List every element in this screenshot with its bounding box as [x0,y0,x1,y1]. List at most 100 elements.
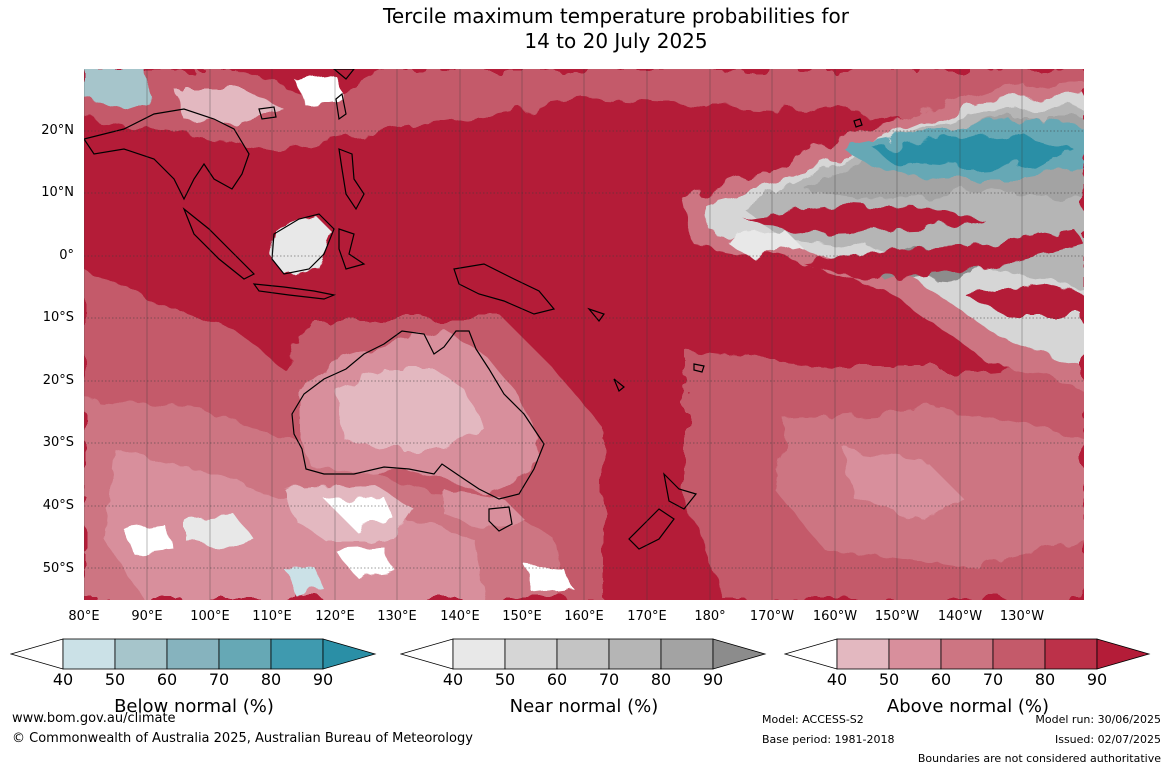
title-line-1: Tercile maximum temperature probabilitie… [383,4,849,28]
above-tick: 80 [1034,670,1056,689]
below-normal-colorbar [10,638,377,670]
lat-label-0: 0° [59,248,74,263]
pacific-red-streaks [744,204,1084,314]
map-title: Tercile maximum temperature probabilitie… [0,4,1173,54]
title-line-2: 14 to 20 July 2025 [524,29,708,53]
lat-label-40s: 40°S [42,498,74,513]
below-colorbar-min-arrow [10,638,64,670]
se-asia-coast [84,108,250,201]
map-svg [84,69,1084,600]
above-tick: 40 [826,670,848,689]
below-colorbar-segment [270,638,324,670]
near-tick: 60 [546,670,568,689]
above-normal-colorbar [784,638,1151,670]
near-tick: 80 [650,670,672,689]
below-tick: 70 [208,670,230,689]
above-tick: 70 [982,670,1004,689]
lat-label-10s: 10°S [42,310,74,325]
near-colorbar-segment [660,638,714,670]
ryukyu-coast [333,69,355,80]
base-period-text: Base period: 1981-2018 [762,733,895,746]
lon-label-120e: 120°E [315,609,355,624]
hawaii-coast [853,118,863,128]
above-colorbar-segment [1044,638,1098,670]
lon-label-130w: 130°W [999,609,1045,624]
taiwan-coast [335,92,347,121]
borneo-coast [271,213,335,275]
southern-white-patches [124,484,574,594]
australia-interior [299,329,539,494]
near-tick: 70 [598,670,620,689]
borneo-patch [84,69,344,274]
hainan-coast [258,106,277,120]
near-normal-label: Near normal (%) [509,696,659,717]
lon-label-170e: 170°E [627,609,667,624]
probability-map [84,69,1084,600]
lon-label-90e: 90°E [131,609,163,624]
issued-text: Issued: 02/07/2025 [1054,733,1161,746]
near-colorbar-segment [452,638,506,670]
near-tick: 90 [702,670,724,689]
lon-label-130e: 130°E [377,609,417,624]
below-colorbar-segment [62,638,116,670]
website-link[interactable]: www.bom.gov.au/climate [12,711,176,726]
below-colorbar-max-arrow [322,638,377,670]
near-colorbar-max-arrow [712,638,767,670]
new-guinea-coast [453,263,556,315]
lon-label-160w: 160°W [812,609,858,624]
above-colorbar-max-arrow [1096,638,1151,670]
below-colorbar-segment [114,638,168,670]
coastlines [84,69,863,550]
nz-north-island [663,472,698,510]
below-tick: 80 [260,670,282,689]
above-colorbar-segment [888,638,942,670]
lat-label-10n: 10°N [41,185,74,200]
below-tick: 50 [104,670,126,689]
below-normal-label: Below normal (%) [114,696,274,717]
lat-label-50s: 50°S [42,561,74,576]
below-colorbar-segment [166,638,220,670]
tasmania-coast [488,506,513,532]
near-normal-colorbar [400,638,767,670]
lon-label-170w: 170°W [749,609,795,624]
lon-label-140w: 140°W [937,609,983,624]
new-caledonia-coast [613,378,625,392]
near-tick: 50 [494,670,516,689]
lat-label-30s: 30°S [42,435,74,450]
fiji-coast [693,363,705,373]
nz-south-island [628,508,675,550]
below-colorbar-segment [218,638,272,670]
lon-label-100e: 100°E [190,609,230,624]
model-run-text: Model run: 30/06/2025 [1035,713,1161,726]
near-tick: 40 [442,670,464,689]
sulawesi-coast [338,228,366,270]
australia-coast [291,330,545,500]
lon-label-150w: 150°W [874,609,920,624]
above-tick: 50 [878,670,900,689]
lat-label-20n: 20°N [41,123,74,138]
lon-label-140e: 140°E [440,609,480,624]
above-colorbar-min-arrow [784,638,838,670]
lon-label-180: 180° [694,609,726,624]
near-colorbar-segment [608,638,662,670]
above-colorbar-segment [836,638,890,670]
graticule [84,130,1084,569]
below-tick: 90 [312,670,334,689]
copyright-text: © Commonwealth of Australia 2025, Austra… [12,731,473,746]
lon-label-150e: 150°E [502,609,542,624]
java-coast [252,283,337,300]
model-text: Model: ACCESS-S2 [762,713,864,726]
below-tick: 60 [156,670,178,689]
below-tick: 40 [52,670,74,689]
above-tick: 90 [1086,670,1108,689]
above-colorbar-segment [992,638,1046,670]
above-colorbar-segment [940,638,994,670]
meridians [84,69,1023,600]
philippines-coast [338,148,365,211]
lat-label-20s: 20°S [42,373,74,388]
near-colorbar-segment [556,638,610,670]
lon-label-160e: 160°E [564,609,604,624]
above-normal-label: Above normal (%) [886,696,1050,717]
sumatra-coast [182,207,256,280]
near-colorbar-segment [504,638,558,670]
